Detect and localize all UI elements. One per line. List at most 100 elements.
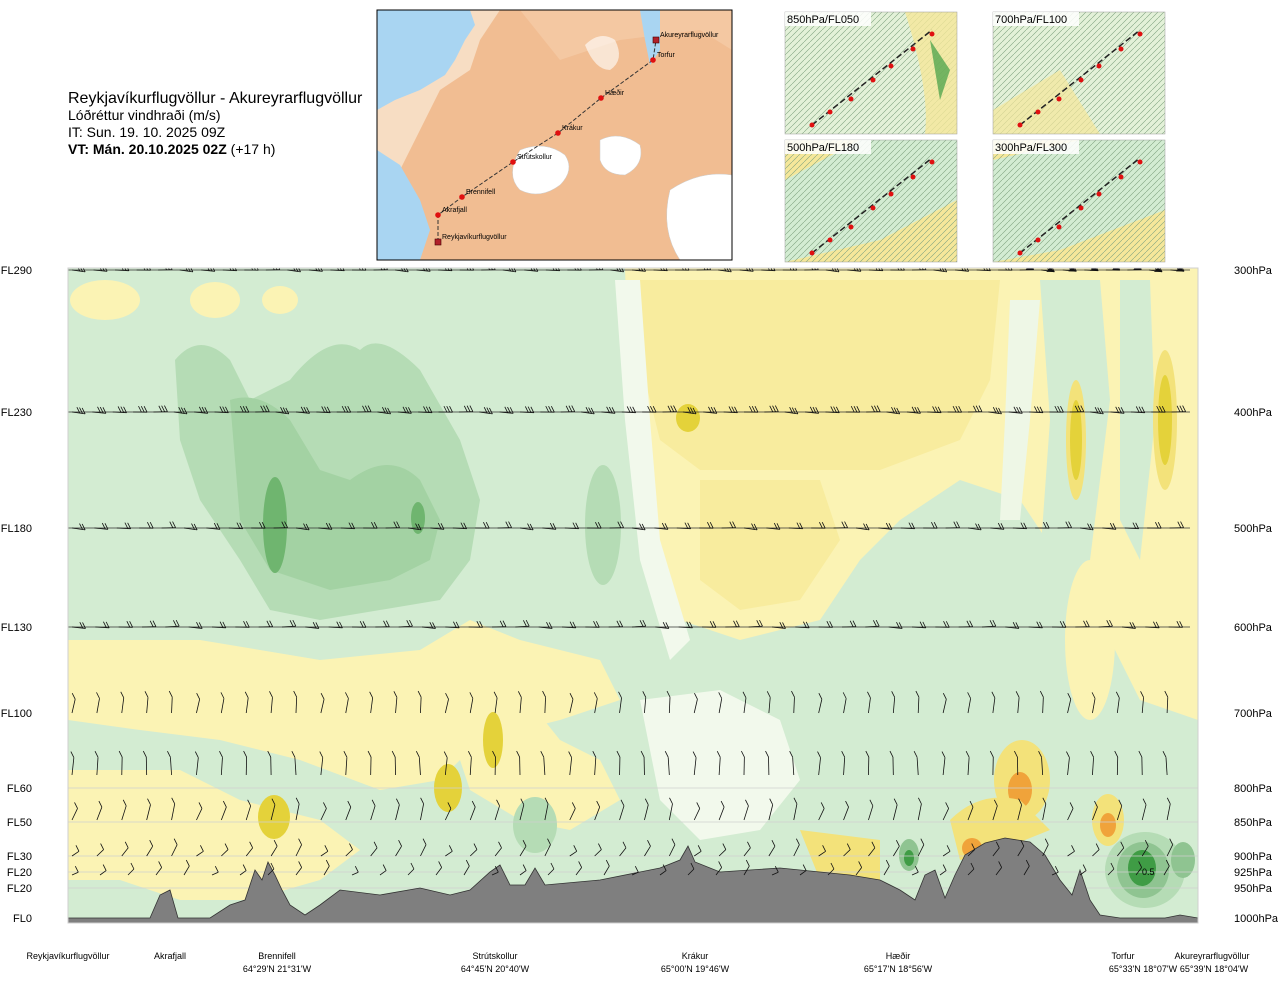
- wind-barb: [883, 859, 890, 876]
- wind-barb: [1017, 840, 1025, 857]
- wind-barb: [443, 751, 448, 776]
- location-coord: 65°17'N 18°56'W: [864, 964, 933, 974]
- wind-barb: [915, 690, 920, 714]
- wind-barb: [479, 406, 493, 415]
- wind-barb: [463, 859, 470, 876]
- wind-barb: [373, 268, 388, 271]
- wind-barb: [219, 751, 223, 776]
- wind-barb: [560, 405, 576, 413]
- wind-barb: [1102, 522, 1117, 530]
- right-tick-label: 400hPa: [1234, 407, 1273, 419]
- wind-barb: [1039, 690, 1044, 714]
- wind-barb: [1162, 751, 1168, 776]
- map-point-label: Torfur: [657, 52, 676, 59]
- issue-time: IT: Sun. 19. 10. 2025 09Z: [68, 124, 226, 140]
- wind-barb: [561, 621, 577, 629]
- wind-barb: [967, 405, 983, 413]
- inset-700: [993, 12, 1165, 134]
- wind-barb: [941, 751, 946, 776]
- wind-barb: [171, 838, 178, 857]
- wind-barb: [642, 691, 647, 714]
- wind-barb: [116, 522, 132, 530]
- wind-barb: [144, 691, 149, 714]
- wind-barb: [911, 866, 919, 876]
- wind-barb: [351, 866, 359, 876]
- map-airport-marker: [434, 238, 442, 246]
- wind-barb: [868, 799, 874, 821]
- wind-barb: [1110, 406, 1125, 414]
- wind-barb: [764, 405, 779, 413]
- location-name: Reykjavíkurflugvöllur: [26, 951, 109, 961]
- wind-barb: [693, 692, 698, 714]
- wind-barb: [900, 522, 916, 530]
- wind-barb: [1166, 797, 1171, 821]
- wind-barb: [601, 406, 616, 414]
- wind-barb: [267, 750, 272, 776]
- wind-barb: [741, 750, 745, 776]
- wind-barb: [942, 845, 951, 857]
- wind-barb: [161, 521, 176, 529]
- inset-500: [785, 140, 957, 262]
- inset-route-dot: [1096, 63, 1102, 69]
- wind-barb: [743, 405, 759, 413]
- wind-barb: [716, 751, 721, 776]
- map-point-marker: [598, 95, 604, 101]
- wind-barb: [330, 268, 345, 272]
- wind-barb: [196, 802, 203, 821]
- wind-barb: [538, 621, 553, 629]
- wind-barb: [923, 521, 938, 529]
- wind-barb: [1124, 522, 1140, 530]
- wind-barb: [370, 841, 378, 857]
- wind-barb: [644, 798, 649, 821]
- wind-barb: [718, 843, 727, 857]
- wind-barb: [761, 268, 776, 272]
- wind-barb: [567, 268, 582, 271]
- wind-barb: [575, 861, 583, 876]
- wind-barb: [1147, 521, 1162, 529]
- wind-barb: [94, 522, 109, 530]
- wind-barb: [866, 405, 881, 413]
- inset-route-dot: [888, 191, 894, 197]
- wind-barb: [499, 406, 514, 414]
- wind-barb: [351, 268, 367, 271]
- wind-barb: [343, 751, 348, 776]
- wind-barb: [475, 521, 490, 529]
- wind-barb: [70, 751, 75, 776]
- wind-barb: [397, 406, 412, 414]
- location-name: Brennifell: [258, 951, 296, 961]
- wind-barb: [519, 840, 527, 857]
- wind-barb: [568, 751, 573, 776]
- right-tick-label: 900hPa: [1234, 851, 1273, 863]
- wind-barb: [1067, 692, 1072, 714]
- wind-barb: [935, 621, 950, 628]
- wind-barb: [395, 840, 402, 857]
- inset-route-dot: [1078, 205, 1084, 211]
- wind-barb: [1038, 751, 1044, 776]
- wind-barb: [768, 798, 774, 821]
- wind-barb: [516, 750, 521, 776]
- inset-route-dot: [1137, 159, 1143, 165]
- wind-barb: [619, 841, 627, 857]
- wind-barb: [295, 523, 310, 531]
- wind-barb: [273, 521, 288, 529]
- inset-label: 850hPa/FL050: [787, 14, 859, 26]
- wind-barb: [1171, 405, 1186, 413]
- wind-barb: [855, 861, 863, 876]
- wind-barb: [1114, 750, 1119, 776]
- wind-barb: [1138, 750, 1143, 776]
- right-tick-label: 700hPa: [1234, 708, 1273, 720]
- wind-barb: [438, 405, 453, 413]
- wind-barb: [1166, 838, 1174, 857]
- wind-barb: [867, 691, 871, 714]
- wind-barb: [1015, 691, 1020, 714]
- wind-barb: [703, 406, 718, 414]
- wind-barb: [320, 802, 327, 821]
- wind-barb: [319, 751, 324, 776]
- inset-route-dot: [827, 109, 833, 115]
- wind-barb: [415, 751, 421, 776]
- wind-barb: [723, 406, 738, 414]
- wind-barb: [328, 621, 343, 629]
- wind-barb: [588, 268, 604, 271]
- right-tick-label: 600hPa: [1234, 622, 1273, 634]
- wind-barb: [892, 840, 900, 857]
